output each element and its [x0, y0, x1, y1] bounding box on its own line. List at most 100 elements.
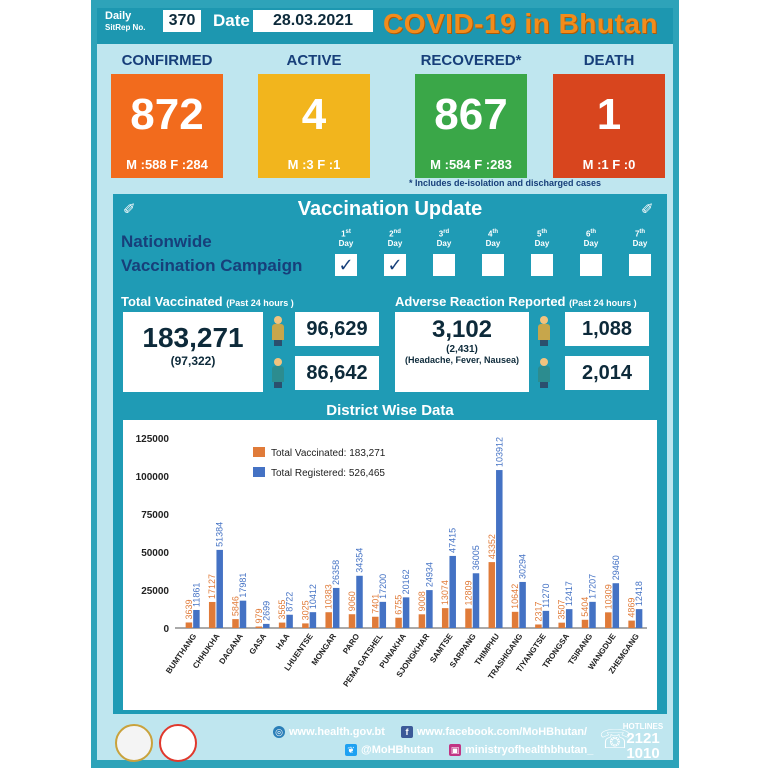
- total-vaccinated-box: 183,271 (97,322): [123, 312, 263, 392]
- x-tick-label: GASA: [248, 632, 269, 656]
- instagram-link[interactable]: ▣ ministryofhealthbhutan_: [449, 744, 594, 757]
- y-tick-label: 0: [163, 624, 169, 635]
- confirmed-gender: M :588 F :284: [126, 157, 208, 172]
- bar-registered: [216, 549, 223, 628]
- bar-vaccinated: [465, 608, 472, 628]
- bar-registered: [589, 601, 596, 628]
- data-label-vaccinated: 3025: [300, 600, 310, 620]
- hotlines-label: HOTLINES: [622, 722, 664, 731]
- footer: ◎ www.health.gov.bt f www.facebook.com/MoH…: [97, 722, 673, 762]
- instagram-text: ministryofhealthbhutan_: [465, 744, 594, 756]
- data-label-vaccinated: 10309: [603, 584, 613, 609]
- total-vaccinated-24h: (97,322): [170, 354, 216, 368]
- bar-registered: [519, 581, 526, 628]
- hotlines: HOTLINES 2121 1010: [617, 722, 669, 761]
- bar-vaccinated: [488, 562, 496, 628]
- district-chart-box: 0 25000 50000 75000 100000 125000 3639 11861 BUM…: [123, 420, 657, 710]
- male-vaccinated-value: 96,629: [295, 312, 379, 346]
- confirmed-card: 872 M :588 F :284: [111, 74, 223, 178]
- y-tick-label: 75000: [141, 510, 169, 521]
- legend-swatch-registered: [253, 467, 265, 477]
- active-value: 4: [301, 90, 327, 139]
- moh-seal-logo: [115, 724, 153, 762]
- data-label-vaccinated: 9008: [417, 591, 427, 611]
- day-checkbox-1: ✓: [335, 254, 357, 276]
- day-label-7: 7th Day: [632, 229, 648, 248]
- female-person-icon: [537, 358, 551, 388]
- bar-registered: [379, 601, 387, 628]
- bar-vaccinated: [232, 619, 239, 628]
- day-checkbox-3: [433, 254, 455, 276]
- bar-vaccinated: [418, 614, 426, 628]
- total-vaccinated-value: 183,271: [142, 322, 244, 353]
- data-label-vaccinated: 17127: [207, 574, 217, 599]
- bar-registered: [542, 610, 550, 628]
- data-label-vaccinated: 979: [254, 608, 264, 623]
- bar-registered: [635, 609, 643, 628]
- confirmed-label: CONFIRMED: [121, 52, 213, 69]
- bar-vaccinated: [628, 620, 635, 628]
- data-label-vaccinated: 3507: [557, 600, 567, 620]
- legend-label-registered: Total Registered: 526,465: [271, 468, 385, 479]
- data-label-vaccinated: 6755: [394, 595, 404, 615]
- data-label-registered: 12417: [564, 581, 574, 606]
- active-label: ACTIVE: [286, 52, 342, 69]
- poster-inner: Daily SitRep No. 370 Date 28.03.2021 COV…: [97, 8, 673, 762]
- bar-registered: [239, 600, 247, 628]
- phone-icon: ☏: [599, 724, 632, 754]
- facebook-text: www.facebook.com/MoHBhutan/: [417, 726, 588, 738]
- recovered-value: 867: [434, 90, 508, 139]
- date-label: Date: [213, 11, 250, 30]
- instagram-icon: ▣: [449, 744, 461, 757]
- website-link[interactable]: ◎ www.health.gov.bt: [273, 726, 385, 739]
- data-label-vaccinated: 10642: [510, 584, 520, 609]
- active-gender: M :3 F :1: [287, 157, 341, 172]
- website-text: www.health.gov.bt: [289, 726, 385, 738]
- data-label-registered: 29460: [611, 555, 621, 580]
- data-label-registered: 51384: [215, 522, 225, 547]
- day-label-2: 2nd Day: [387, 229, 403, 248]
- poster: Daily SitRep No. 370 Date 28.03.2021 COV…: [91, 0, 679, 768]
- y-tick-label: 100000: [136, 472, 170, 483]
- hotline-2: 1010: [626, 745, 660, 762]
- day-checkbox-5: [531, 254, 553, 276]
- daily-label: Daily: [105, 10, 132, 22]
- bar-registered: [612, 583, 620, 628]
- male-person-icon: [271, 316, 285, 346]
- adverse-24h-value: (2,431): [446, 344, 478, 355]
- confirmed-value: 872: [130, 90, 204, 139]
- bar-registered: [426, 590, 433, 628]
- recovered-gender: M :584 F :283: [430, 157, 512, 172]
- daily-sitrep-label: Daily SitRep No.: [105, 10, 145, 34]
- day-checkbox-6: [580, 254, 602, 276]
- sitrep-number: 370: [163, 10, 201, 32]
- bar-registered: [286, 614, 293, 628]
- x-tick-label: DAGANA: [217, 632, 245, 666]
- data-label-vaccinated: 4869: [627, 598, 637, 618]
- adverse-symptoms: (Headache, Fever, Nausea): [404, 355, 520, 365]
- adverse-total-value: 3,102: [431, 316, 493, 343]
- globe-icon: ◎: [273, 726, 285, 739]
- day-label-6: 6th Day: [583, 229, 599, 248]
- death-value: 1: [596, 90, 622, 139]
- bar-vaccinated: [581, 619, 589, 628]
- bar-vaccinated: [535, 624, 542, 628]
- data-label-registered: 34354: [355, 548, 365, 573]
- facebook-link[interactable]: f www.facebook.com/MoHBhutan/: [401, 726, 588, 739]
- data-label-registered: 2699: [261, 601, 271, 621]
- campaign-line1: Nationwide: [121, 232, 212, 251]
- syringe-icon: ✐: [123, 201, 136, 218]
- bar-registered: [332, 587, 340, 628]
- bar-vaccinated: [605, 612, 612, 628]
- bar-vaccinated: [558, 622, 565, 628]
- bar-vaccinated: [372, 616, 379, 628]
- bar-registered: [565, 609, 573, 628]
- y-tick-label: 50000: [141, 548, 169, 559]
- data-label-vaccinated: 13074: [440, 580, 450, 605]
- bar-registered: [193, 609, 200, 628]
- twitter-link[interactable]: ❦ @MoHBhutan: [345, 744, 433, 757]
- bar-vaccinated: [278, 622, 286, 628]
- legend-label-vaccinated: Total Vaccinated: 183,271: [271, 448, 386, 459]
- total-vaccinated-label: Total Vaccinated: [121, 294, 223, 309]
- bar-registered: [263, 623, 270, 628]
